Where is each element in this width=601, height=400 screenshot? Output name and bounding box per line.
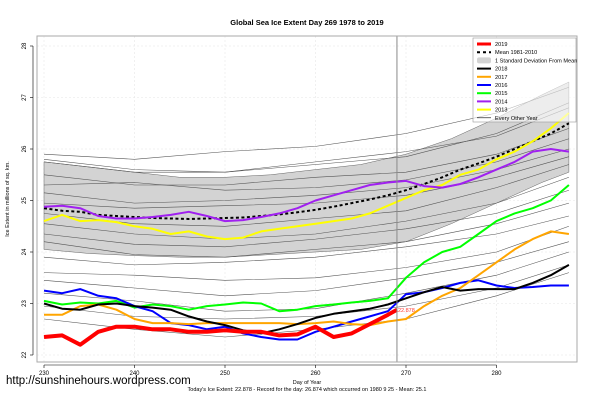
x-axis-label: Day of Year — [293, 380, 322, 386]
every-other-year-line — [43, 156, 569, 209]
every-other-year-line — [43, 164, 569, 227]
every-other-year-line — [43, 202, 569, 258]
legend-label: 2018 — [495, 67, 507, 73]
series-2017 — [44, 230, 570, 327]
every-other-year-line — [43, 226, 569, 281]
x-tick-label: 240 — [129, 371, 140, 377]
every-other-year-line — [43, 107, 570, 173]
series-2018 — [43, 264, 570, 335]
chart-title: Global Sea Ice Extent Day 269 1978 to 20… — [230, 18, 383, 27]
every-other-year-line — [43, 189, 569, 248]
x-tick-label: 230 — [39, 371, 50, 377]
plot-frame — [36, 35, 578, 363]
current-value-label: 22.878 — [398, 308, 415, 314]
x-axis: 230 240 250 260 270 280 — [39, 364, 502, 377]
y-tick-label: 23 — [22, 300, 28, 307]
every-other-year-line — [43, 264, 569, 320]
legend-swatch-band — [477, 57, 491, 64]
every-other-year-line — [43, 177, 569, 240]
series-2019 — [43, 308, 398, 347]
x-tick-label: 250 — [220, 371, 231, 377]
every-other-year-line — [43, 215, 569, 266]
every-other-year-line — [43, 128, 569, 186]
every-other-year-lines — [43, 86, 570, 338]
x-tick-label: 260 — [310, 371, 321, 377]
legend-label: 1 Standard Deviation From Mean — [495, 58, 577, 64]
legend-label: Mean 1981-2010 — [495, 50, 537, 56]
every-other-year-line — [43, 138, 569, 191]
y-axis: 22 23 24 25 26 27 28 — [22, 42, 34, 358]
legend-label: 2016 — [495, 83, 507, 89]
legend: 2019 Mean 1981-2010 1 Standard Deviation F… — [472, 37, 577, 123]
x-tick-label: 270 — [401, 371, 412, 377]
every-other-year-line — [43, 251, 569, 312]
series-2014 — [43, 148, 570, 223]
x-tick-label: 280 — [491, 371, 502, 377]
y-tick-label: 27 — [22, 94, 28, 101]
legend-label: 2013 — [495, 108, 507, 114]
y-tick-label: 25 — [22, 197, 28, 204]
y-tick-label: 24 — [22, 248, 28, 255]
legend-label: 2015 — [495, 91, 507, 97]
series-mean-1981-2010 — [43, 122, 570, 220]
legend-label: Every Other Year — [495, 116, 538, 122]
y-axis-label: Ice Extent in millions of sq. km. — [5, 161, 11, 237]
watermark-url: http://sunshinehours.wordpress.com — [6, 375, 191, 387]
caption: Today's Ice Extent: 22.878 - Record for … — [188, 387, 427, 393]
every-other-year-line — [43, 272, 569, 338]
every-other-year-line — [43, 102, 570, 173]
legend-label: 2014 — [495, 99, 507, 105]
series-2013 — [43, 112, 570, 241]
legend-label: 2019 — [495, 42, 507, 48]
legend-label: 2017 — [495, 75, 507, 81]
y-tick-label: 22 — [22, 351, 28, 358]
y-tick-label: 28 — [22, 42, 28, 49]
series-lines — [43, 112, 570, 347]
y-tick-label: 26 — [22, 145, 28, 152]
